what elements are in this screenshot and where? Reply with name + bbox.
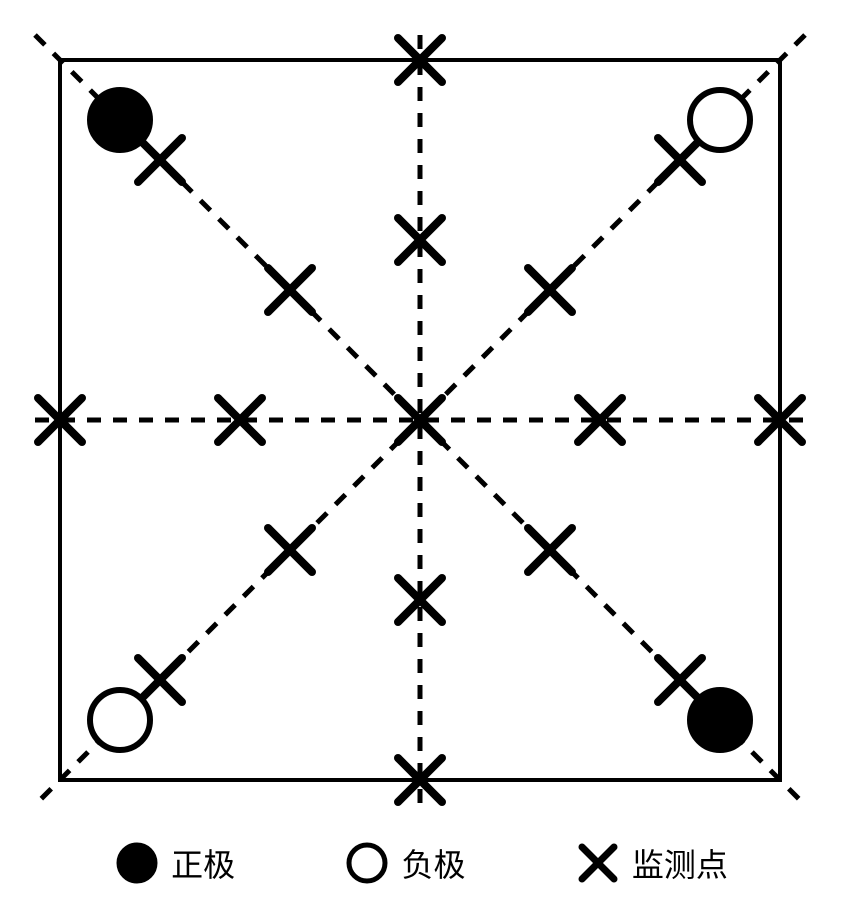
diagram-container: 正极 负极 监测点 (20, 20, 823, 887)
monitoring-point (528, 528, 572, 572)
monitoring-point (268, 528, 312, 572)
legend-monitoring: 监测点 (576, 840, 728, 886)
monitoring-point (658, 138, 702, 182)
legend-positive: 正极 (115, 840, 235, 886)
monitoring-point (268, 268, 312, 312)
electrode-diagram (20, 20, 820, 820)
positive-electrode-icon (115, 841, 159, 885)
positive-electrode (90, 90, 150, 150)
negative-electrode (90, 690, 150, 750)
negative-electrode (690, 90, 750, 150)
monitoring-point-icon (576, 841, 620, 885)
negative-electrode-icon (345, 841, 389, 885)
monitoring-point (138, 138, 182, 182)
monitoring-point (658, 658, 702, 702)
legend-monitoring-label: 监测点 (632, 840, 728, 886)
monitoring-point (528, 268, 572, 312)
positive-electrode (690, 690, 750, 750)
legend-negative: 负极 (345, 840, 465, 886)
legend-negative-label: 负极 (401, 840, 465, 886)
legend: 正极 负极 监测点 (20, 840, 823, 886)
legend-positive-label: 正极 (171, 840, 235, 886)
monitoring-point (138, 658, 182, 702)
